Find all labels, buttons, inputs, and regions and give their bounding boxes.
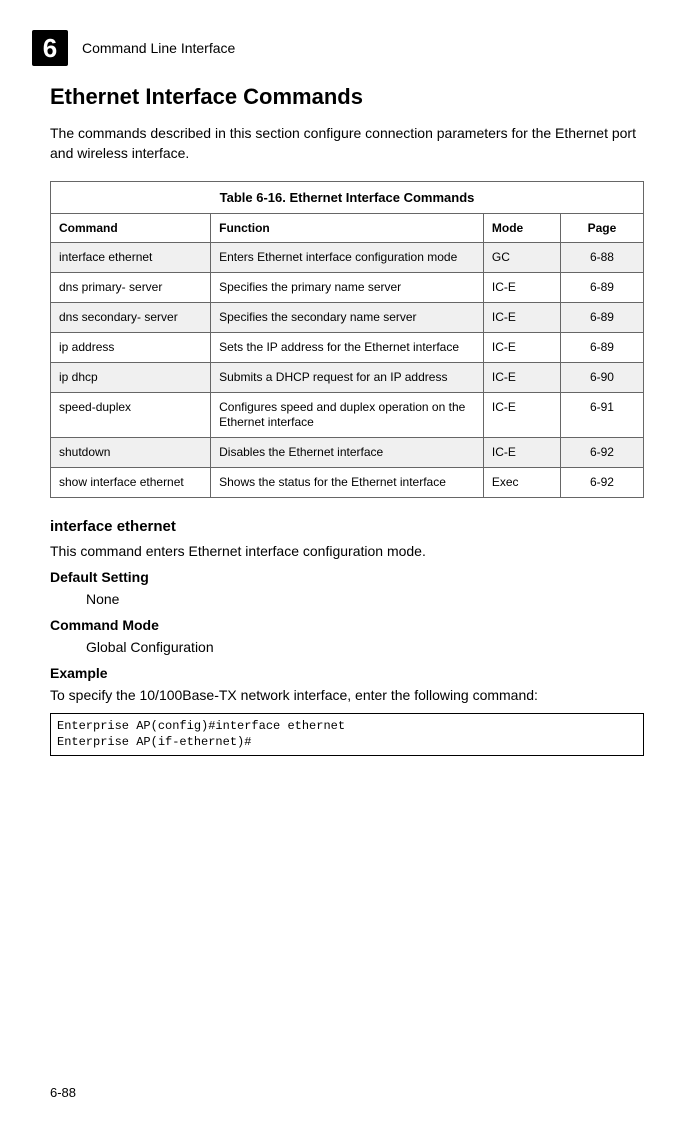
table-row: show interface ethernet Shows the status…	[51, 468, 644, 498]
cell-mode: GC	[483, 243, 560, 273]
cell-page: 6-89	[560, 303, 643, 333]
page-number: 6-88	[50, 1085, 76, 1100]
example-intro: To specify the 10/100Base-TX network int…	[50, 687, 644, 703]
default-setting-value: None	[86, 591, 644, 607]
cell-command: show interface ethernet	[51, 468, 211, 498]
cell-command: speed-duplex	[51, 393, 211, 438]
cell-function: Submits a DHCP request for an IP address	[211, 363, 484, 393]
cell-function: Enters Ethernet interface configuration …	[211, 243, 484, 273]
example-code-block: Enterprise AP(config)#interface ethernet…	[50, 713, 644, 755]
cell-command: ip address	[51, 333, 211, 363]
col-header-page: Page	[560, 214, 643, 243]
table-body: interface ethernet Enters Ethernet inter…	[51, 243, 644, 498]
col-header-command: Command	[51, 214, 211, 243]
table-row: ip address Sets the IP address for the E…	[51, 333, 644, 363]
table-row: shutdown Disables the Ethernet interface…	[51, 438, 644, 468]
command-mode-value: Global Configuration	[86, 639, 644, 655]
chapter-title: Command Line Interface	[82, 40, 235, 56]
page-header: 6 Command Line Interface	[50, 30, 644, 66]
table-row: interface ethernet Enters Ethernet inter…	[51, 243, 644, 273]
cell-page: 6-91	[560, 393, 643, 438]
cell-function: Shows the status for the Ethernet interf…	[211, 468, 484, 498]
table-header-row: Command Function Mode Page	[51, 214, 644, 243]
col-header-mode: Mode	[483, 214, 560, 243]
cell-page: 6-92	[560, 438, 643, 468]
cell-command: dns secondary- server	[51, 303, 211, 333]
cell-mode: IC-E	[483, 393, 560, 438]
cell-page: 6-92	[560, 468, 643, 498]
chapter-number-badge: 6	[32, 30, 68, 66]
table-row: ip dhcp Submits a DHCP request for an IP…	[51, 363, 644, 393]
cell-page: 6-89	[560, 333, 643, 363]
cell-function: Specifies the secondary name server	[211, 303, 484, 333]
cell-page: 6-88	[560, 243, 643, 273]
example-label: Example	[50, 665, 644, 681]
command-detail-description: This command enters Ethernet interface c…	[50, 543, 644, 559]
cell-command: interface ethernet	[51, 243, 211, 273]
cell-mode: IC-E	[483, 333, 560, 363]
section-title: Ethernet Interface Commands	[50, 84, 644, 110]
col-header-function: Function	[211, 214, 484, 243]
cell-mode: IC-E	[483, 438, 560, 468]
cell-command: dns primary- server	[51, 273, 211, 303]
cell-command: ip dhcp	[51, 363, 211, 393]
table-row: speed-duplex Configures speed and duplex…	[51, 393, 644, 438]
cell-mode: Exec	[483, 468, 560, 498]
ethernet-commands-table: Table 6-16. Ethernet Interface Commands …	[50, 181, 644, 498]
table-row: dns primary- server Specifies the primar…	[51, 273, 644, 303]
cell-function: Disables the Ethernet interface	[211, 438, 484, 468]
cell-mode: IC-E	[483, 303, 560, 333]
cell-page: 6-89	[560, 273, 643, 303]
table-row: dns secondary- server Specifies the seco…	[51, 303, 644, 333]
cell-mode: IC-E	[483, 363, 560, 393]
cell-function: Configures speed and duplex operation on…	[211, 393, 484, 438]
cell-function: Sets the IP address for the Ethernet int…	[211, 333, 484, 363]
default-setting-label: Default Setting	[50, 569, 644, 585]
section-intro: The commands described in this section c…	[50, 124, 644, 163]
command-mode-label: Command Mode	[50, 617, 644, 633]
cell-page: 6-90	[560, 363, 643, 393]
command-detail-name: interface ethernet	[50, 518, 644, 535]
cell-mode: IC-E	[483, 273, 560, 303]
cell-function: Specifies the primary name server	[211, 273, 484, 303]
table-caption: Table 6-16. Ethernet Interface Commands	[50, 181, 644, 213]
cell-command: shutdown	[51, 438, 211, 468]
